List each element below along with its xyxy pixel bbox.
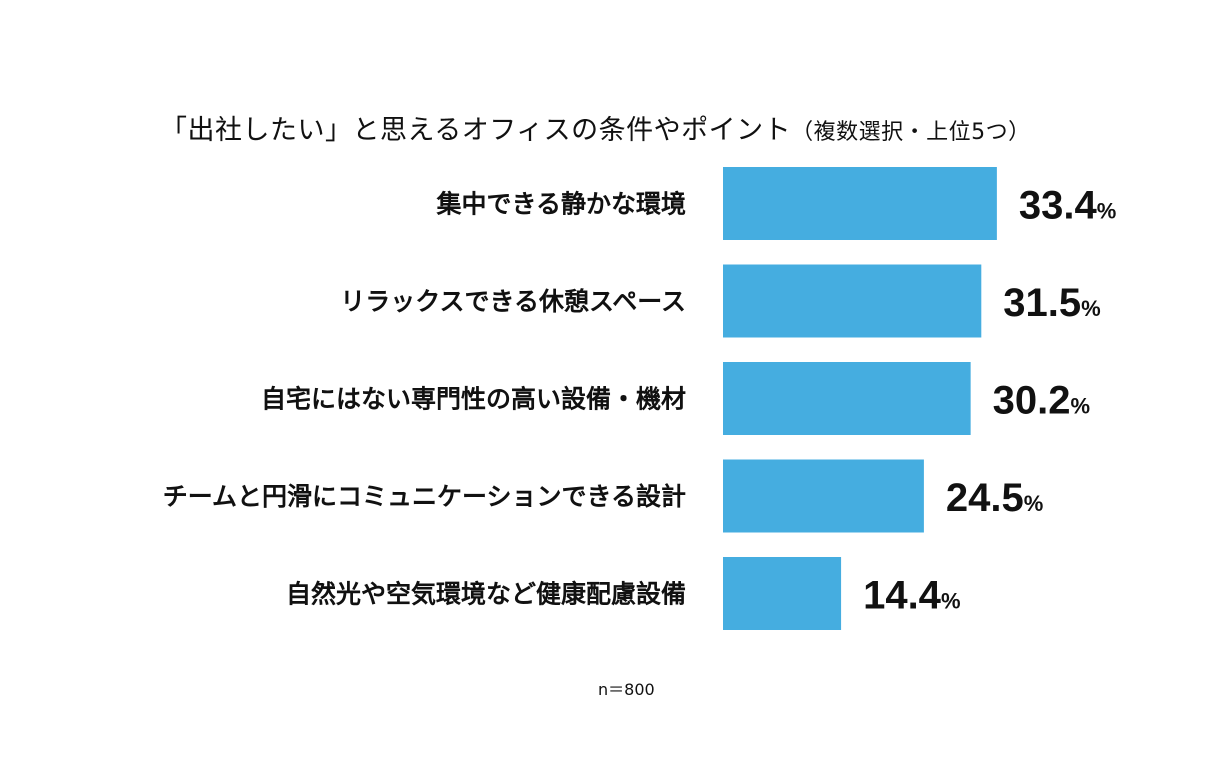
bar <box>723 167 997 240</box>
value-label: 33.4% <box>1019 184 1116 228</box>
bar <box>723 264 982 338</box>
title-main: 「出社したい」と思えるオフィスの条件やポイント <box>160 115 792 146</box>
value-label: 14.4% <box>863 574 960 618</box>
value-label: 30.2% <box>993 379 1090 423</box>
title-note: （複数選択・上位5つ） <box>791 120 1031 145</box>
category-label: 集中できる静かな環境 <box>435 190 686 219</box>
value-label: 24.5% <box>946 476 1043 520</box>
sample-size-note: n＝800 <box>598 680 655 699</box>
value-label: 31.5% <box>1003 281 1100 325</box>
chart-title: 「出社したい」と思えるオフィスの条件やポイント（複数選択・上位5つ） <box>160 108 1031 147</box>
bar <box>723 459 924 533</box>
bar <box>723 362 971 435</box>
category-label: 自宅にはない専門性の高い設備・機材 <box>261 385 686 414</box>
category-label: チームと円滑にコミュニケーションできる設計 <box>163 482 686 511</box>
category-label: 自然光や空気環境など健康配慮設備 <box>286 580 686 609</box>
bar <box>723 557 842 630</box>
category-label: リラックスできる休憩スペース <box>340 287 686 316</box>
